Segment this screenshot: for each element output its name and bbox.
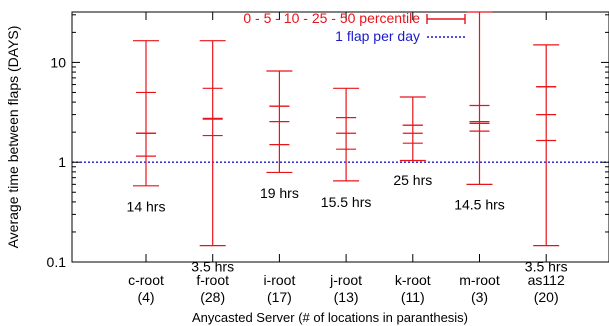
annotation-j-root: 15.5 hrs (321, 194, 372, 210)
annotation-i-root: 19 hrs (260, 185, 299, 201)
annotation-m-root: 14.5 hrs (454, 197, 505, 213)
error-bar-m-root (466, 11, 493, 185)
error-bar-k-root (399, 96, 426, 162)
x-tick-label: j-root (329, 272, 362, 288)
x-tick-label: c-root (128, 272, 164, 288)
error-bar-f-root (199, 40, 226, 247)
plot-frame (71, 11, 609, 263)
x-tick-count: (28) (200, 289, 225, 305)
error-bar-c-root (133, 40, 159, 187)
x-axis-ticks: c-root(4) f-root(28) i-root(17) j-root(13) k… (128, 12, 565, 305)
annotation-f-root: 3.5 hrs (191, 259, 234, 275)
y-tick-label: 0.1 (47, 254, 67, 270)
legend-label-percentile: 0 - 5 - 10 - 25 - 50 percentile (243, 10, 420, 26)
x-axis-label: Anycasted Server (# of locations in para… (192, 310, 468, 325)
x-tick-count: (3) (471, 289, 488, 305)
x-tick-count: (4) (137, 289, 154, 305)
annotation-as112: 3.5 hrs (525, 259, 568, 275)
x-tick-label: m-root (459, 272, 500, 288)
y-axis-ticks: 0.1 1 10 (47, 14, 609, 270)
annotation-k-root: 25 hrs (393, 172, 432, 188)
annotations: 14 hrs 3.5 hrs 19 hrs 15.5 hrs 25 hrs 14.5 hr… (127, 172, 568, 274)
error-bars (133, 11, 560, 247)
x-tick-label: i-root (263, 272, 295, 288)
y-axis-label: Average time between flaps (DAYS) (5, 26, 21, 249)
error-bar-i-root (266, 70, 293, 174)
error-bar-j-root (333, 87, 360, 182)
x-tick-count: (11) (401, 289, 425, 305)
y-tick-label: 1 (58, 154, 66, 170)
x-tick-label: f-root (196, 272, 229, 288)
error-bar-as112 (533, 44, 560, 247)
x-tick-count: (17) (267, 289, 292, 305)
x-tick-count: (13) (334, 289, 359, 305)
legend: 0 - 5 - 10 - 25 - 50 percentile 1 flap p… (243, 10, 466, 44)
y-tick-label: 10 (50, 54, 66, 70)
legend-label-reference: 1 flap per day (335, 28, 420, 44)
x-tick-label: k-root (395, 272, 431, 288)
x-tick-label: as112 (528, 272, 565, 288)
annotation-c-root: 14 hrs (127, 198, 166, 214)
x-tick-count: (20) (534, 289, 559, 305)
